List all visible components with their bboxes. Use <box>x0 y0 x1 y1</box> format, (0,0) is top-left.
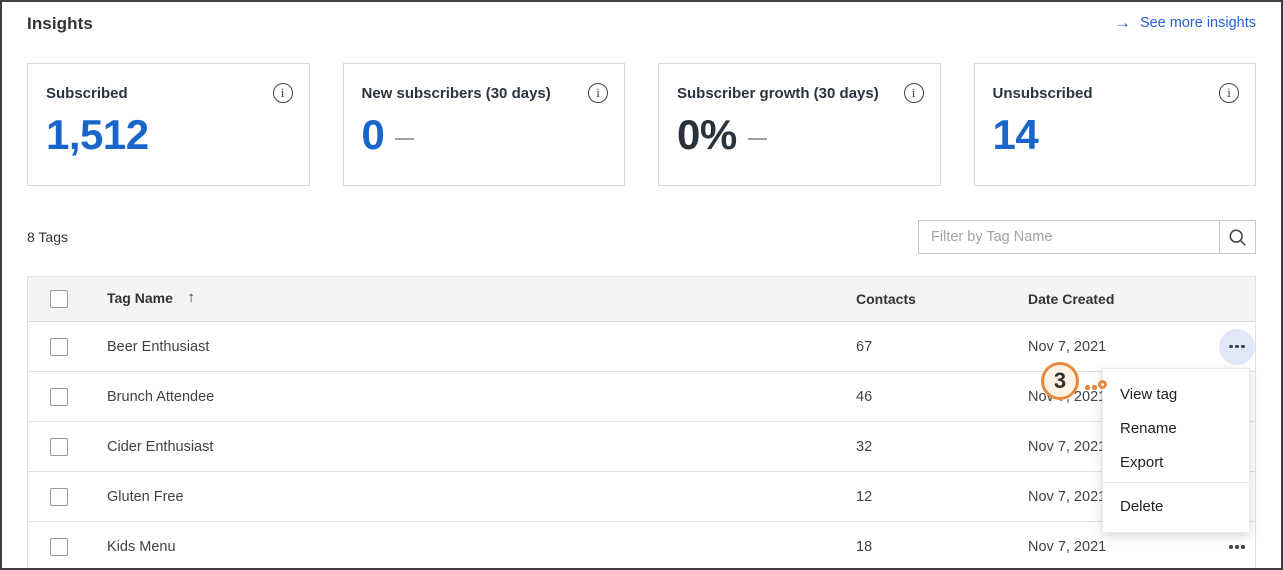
menu-item-rename[interactable]: Rename <box>1120 419 1177 437</box>
tag-name-cell: Brunch Attendee <box>107 388 215 405</box>
row-checkbox[interactable] <box>50 538 68 556</box>
filter-input[interactable] <box>919 221 1219 253</box>
menu-item-export[interactable]: Export <box>1120 453 1164 471</box>
menu-item-delete[interactable]: Delete <box>1120 497 1164 515</box>
info-icon[interactable]: i <box>272 83 293 103</box>
row-actions-menu: View tag Rename Export Delete <box>1102 368 1250 533</box>
stat-value: 14 <box>992 111 1039 158</box>
filter-box <box>918 220 1256 254</box>
row-checkbox[interactable] <box>50 337 68 356</box>
contacts-cell: 32 <box>856 438 873 455</box>
annotation-dot <box>1085 385 1090 390</box>
column-header-contacts[interactable]: Contacts <box>856 291 916 307</box>
stat-label: Unsubscribed <box>992 85 1093 102</box>
select-all-checkbox[interactable] <box>50 290 68 308</box>
right-arrow-icon: → <box>1113 13 1131 32</box>
sort-ascending-icon[interactable]: ↑ <box>187 289 195 306</box>
contacts-cell: 18 <box>856 539 873 555</box>
row-actions-kebab-button[interactable] <box>1219 529 1255 565</box>
stat-card-new-subscribers: New subscribers (30 days) i 0 <box>342 63 625 186</box>
tags-table: Tag Name ↑ Contacts Date Created Beer En… <box>27 276 1256 568</box>
stat-label: Subscriber growth (30 days) <box>677 85 879 102</box>
kebab-icon <box>1229 344 1233 349</box>
table-row: Beer Enthusiast 67 Nov 7, 2021 <box>28 322 1255 372</box>
date-created-cell: Nov 7, 2021 <box>1028 438 1107 455</box>
contacts-cell: 46 <box>856 388 873 405</box>
stat-label: New subscribers (30 days) <box>361 85 551 102</box>
table-row: Cider Enthusiast 32 Nov 7, 2021 <box>28 422 1255 472</box>
tag-name-cell: Beer Enthusiast <box>107 338 210 355</box>
date-created-cell: Nov 7, 2021 <box>1028 338 1107 355</box>
info-icon[interactable]: i <box>588 83 608 103</box>
info-icon[interactable]: i <box>1219 83 1239 103</box>
row-actions-kebab-button[interactable] <box>1219 328 1255 365</box>
see-more-insights-link[interactable]: → See more insights <box>1114 14 1256 31</box>
row-checkbox[interactable] <box>50 487 68 506</box>
contacts-cell: 12 <box>856 488 873 505</box>
date-created-cell: Nov 7, 2021 <box>1028 539 1107 555</box>
page-title: Insights <box>27 14 93 33</box>
column-header-tag-name[interactable]: Tag Name <box>107 290 173 306</box>
stat-value: 0 <box>361 111 385 158</box>
column-header-date-created[interactable]: Date Created <box>1028 291 1115 307</box>
table-row: Gluten Free 12 Nov 7, 2021 <box>28 472 1255 522</box>
flat-trend-dash <box>395 137 415 141</box>
table-row: Kids Menu 18 Nov 7, 2021 <box>28 522 1255 568</box>
stats-row: Subscribed i 1,512 New subscribers (30 d… <box>27 63 1256 186</box>
row-checkbox[interactable] <box>50 437 68 456</box>
annotation-target-ring <box>1098 380 1107 389</box>
date-created-cell: Nov 7, 2021 <box>1028 488 1107 505</box>
tag-name-cell: Cider Enthusiast <box>107 438 214 455</box>
flat-trend-dash <box>747 137 767 141</box>
search-button[interactable] <box>1219 221 1255 253</box>
menu-divider <box>1103 482 1249 483</box>
stat-value: 0% <box>677 111 737 158</box>
stat-card-subscriber-growth: Subscriber growth (30 days) i 0% <box>658 63 941 186</box>
annotation-dot <box>1092 385 1097 390</box>
tag-name-cell: Kids Menu <box>107 539 176 555</box>
stat-card-unsubscribed: Unsubscribed i 14 <box>973 63 1256 186</box>
search-icon <box>1229 229 1246 246</box>
menu-item-view-tag[interactable]: View tag <box>1120 385 1178 403</box>
info-icon[interactable]: i <box>903 83 924 103</box>
page-header: Insights → See more insights <box>27 2 1256 34</box>
kebab-icon <box>1229 545 1233 549</box>
tag-name-cell: Gluten Free <box>107 488 184 505</box>
stat-label: Subscribed <box>46 85 128 102</box>
tags-count: 8 Tags <box>27 229 68 245</box>
row-checkbox[interactable] <box>50 387 68 406</box>
see-more-insights-label: See more insights <box>1139 14 1256 31</box>
contacts-cell: 67 <box>856 338 873 355</box>
stat-card-subscribed: Subscribed i 1,512 <box>27 63 310 186</box>
table-header-row: Tag Name ↑ Contacts Date Created <box>28 277 1255 322</box>
stat-value: 1,512 <box>46 111 149 158</box>
step-3-annotation-badge: 3 <box>1041 362 1079 400</box>
tags-toolbar: 8 Tags <box>27 220 1256 254</box>
